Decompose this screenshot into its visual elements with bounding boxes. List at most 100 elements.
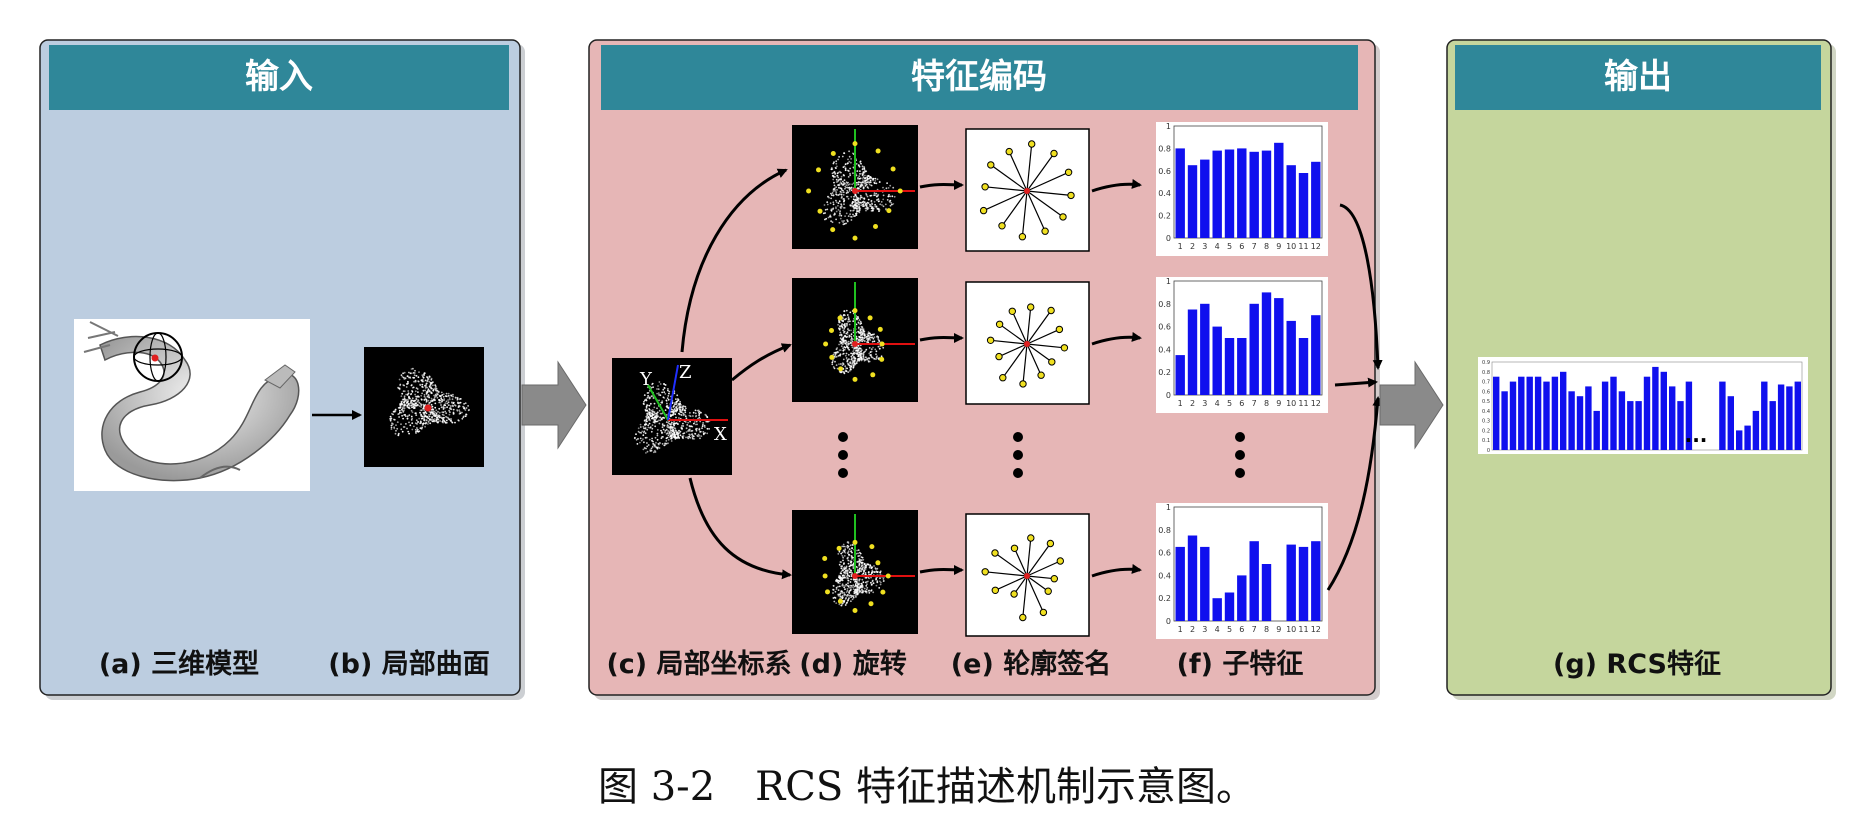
label-local-surface: (b) 局部曲面 [328,648,489,680]
bar [1601,381,1609,450]
x-tick-label: 12 [1311,625,1321,634]
bar [1175,546,1185,621]
x-tick-label: 6 [1239,242,1244,251]
bar [1761,381,1768,450]
y-tick-label: 0.2 [1482,428,1490,434]
x-tick-label: 5 [1227,625,1232,634]
bar [1286,544,1296,621]
label-sub-feature: (f) 子特征 [1177,649,1304,680]
bar [1274,142,1284,238]
x-tick-label: 12 [1311,399,1321,408]
bar [1643,376,1651,450]
bar [1652,366,1659,450]
bar [1187,309,1198,395]
x-tick-label: 4 [1215,625,1220,634]
bar [1261,564,1272,621]
bar [1261,150,1272,238]
bar [1493,376,1500,450]
bar [1200,546,1210,621]
x-tick-label: 1 [1178,625,1183,634]
rotated-surface-image [792,510,918,634]
x-tick-label: 6 [1239,399,1244,408]
axis-x-label: X [714,424,727,445]
x-tick-label: 1 [1178,242,1183,251]
bar [1736,430,1743,450]
y-tick-label: 0 [1166,617,1171,626]
bar [1311,541,1321,621]
bar [1261,292,1272,395]
y-tick-label: 0.8 [1158,300,1171,309]
bar [1175,148,1185,238]
bar [1543,381,1550,450]
ellipsis-dots-icon [838,432,1245,478]
x-tick-label: 6 [1239,625,1244,634]
bar [1224,338,1235,395]
bar [1777,384,1785,450]
y-tick-label: 1 [1166,503,1171,512]
bar [1593,410,1600,450]
bar [1200,303,1210,395]
y-tick-label: 1 [1166,277,1171,286]
dragon-model-image [74,319,310,491]
bar [1224,149,1235,238]
x-tick-label: 9 [1276,625,1281,634]
x-tick-label: 5 [1227,399,1232,408]
x-tick-label: 5 [1227,242,1232,251]
bar [1298,173,1309,238]
bar [1794,381,1801,450]
x-tick-label: 10 [1286,625,1296,634]
bar [1249,151,1259,238]
bar [1212,150,1222,238]
output-panel-title: 输出 [1604,57,1672,97]
contour-signature-image [965,513,1090,637]
x-tick-label: 2 [1190,242,1195,251]
local-surface-image [364,347,484,467]
x-tick-label: 9 [1276,242,1281,251]
bar [1311,315,1321,395]
y-tick-label: 0.6 [1158,167,1171,176]
sub-feature-chart: 00.20.40.60.811 2 3 4 5 6 7 8 9 10 11 12 [1156,503,1328,639]
bar [1660,371,1667,450]
x-tick-label: 7 [1252,625,1257,634]
bar [1786,386,1793,450]
bar [1526,376,1533,450]
x-tick-label: 7 [1252,242,1257,251]
feature-panel: 特征编码 X Y Z 00.20.40.60.811 2 3 4 5 6 7 8 9 10 11 12… [588,39,1383,696]
contour-signature-image [965,281,1090,405]
y-tick-label: 0.8 [1482,370,1490,376]
bar [1560,371,1567,450]
x-tick-label: 11 [1298,625,1308,634]
x-tick-label: 8 [1264,625,1269,634]
bar [1627,401,1634,450]
input-panel-title: 输入 [245,57,313,97]
bar [1509,381,1517,450]
contour-signatures [965,128,1142,637]
sub-feature-chart: 00.20.40.60.811 2 3 4 5 6 7 8 9 10 11 12 [1156,122,1328,256]
y-tick-label: 0.5 [1482,399,1490,405]
contour-signature-image [965,128,1090,252]
bar [1237,148,1247,238]
bar [1576,396,1584,450]
y-tick-label: 0.6 [1158,323,1171,332]
bar [1727,396,1734,450]
x-tick-label: 9 [1276,399,1281,408]
bar [1187,535,1198,621]
rcs-ellipsis: ... [1685,423,1708,447]
bar [1249,303,1259,395]
x-tick-label: 8 [1264,399,1269,408]
bar [1610,376,1617,450]
bar [1212,326,1222,395]
bar [1274,298,1284,395]
bar [1719,381,1726,450]
y-tick-label: 0.8 [1158,144,1171,153]
bar [1534,376,1542,450]
y-tick-label: 0.4 [1158,189,1171,198]
y-tick-label: 0.9 [1482,360,1490,366]
axis-z-label: Z [679,362,692,383]
bar [1175,355,1185,395]
bar [1212,598,1222,621]
y-tick-label: 0.6 [1482,389,1490,395]
bar [1518,376,1525,450]
y-tick-label: 0.3 [1482,419,1490,425]
bar [1286,320,1296,395]
